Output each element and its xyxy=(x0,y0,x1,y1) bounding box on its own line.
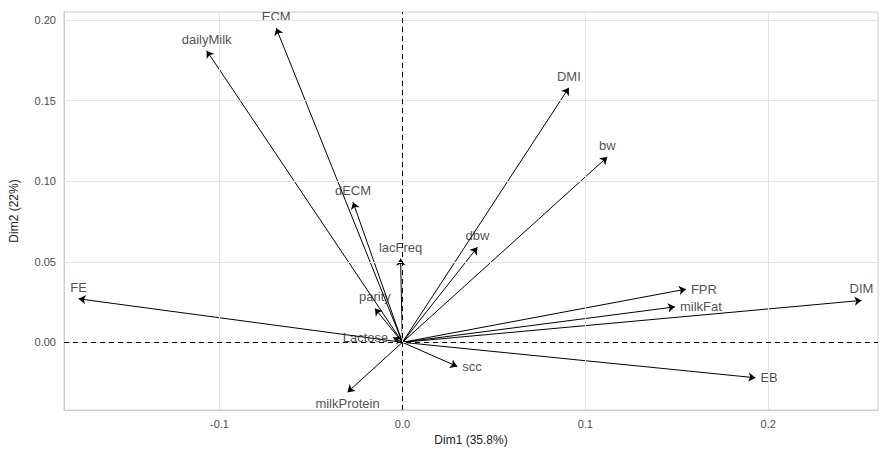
svg-text:0.20: 0.20 xyxy=(35,14,56,26)
svg-text:Lactose: Lactose xyxy=(342,330,389,345)
svg-text:dailyMilk: dailyMilk xyxy=(182,32,232,47)
svg-text:0.15: 0.15 xyxy=(35,95,56,107)
svg-text:parity: parity xyxy=(359,289,391,304)
svg-text:dECM: dECM xyxy=(335,183,371,198)
svg-text:EB: EB xyxy=(760,370,777,385)
svg-text:Dim1 (35.8%): Dim1 (35.8%) xyxy=(434,433,507,447)
svg-text:DMI: DMI xyxy=(557,69,581,84)
svg-text:FPR: FPR xyxy=(691,282,717,297)
svg-text:FE: FE xyxy=(70,280,87,295)
svg-text:lacFreq: lacFreq xyxy=(379,240,422,255)
svg-text:0.05: 0.05 xyxy=(35,256,56,268)
svg-text:bw: bw xyxy=(599,138,616,153)
svg-text:Dim2 (22%): Dim2 (22%) xyxy=(7,179,21,242)
svg-text:0.1: 0.1 xyxy=(578,418,593,430)
svg-text:0.10: 0.10 xyxy=(35,175,56,187)
svg-text:scc: scc xyxy=(462,359,482,374)
svg-text:0.2: 0.2 xyxy=(761,418,776,430)
svg-text:ECM: ECM xyxy=(262,9,291,24)
svg-text:0.00: 0.00 xyxy=(35,336,56,348)
svg-text:DIM: DIM xyxy=(850,281,874,296)
svg-text:0.0: 0.0 xyxy=(395,418,410,430)
svg-text:dbw: dbw xyxy=(465,228,489,243)
svg-text:milkProtein: milkProtein xyxy=(315,396,379,411)
svg-text:-0.1: -0.1 xyxy=(210,418,229,430)
svg-text:milkFat: milkFat xyxy=(680,299,722,314)
